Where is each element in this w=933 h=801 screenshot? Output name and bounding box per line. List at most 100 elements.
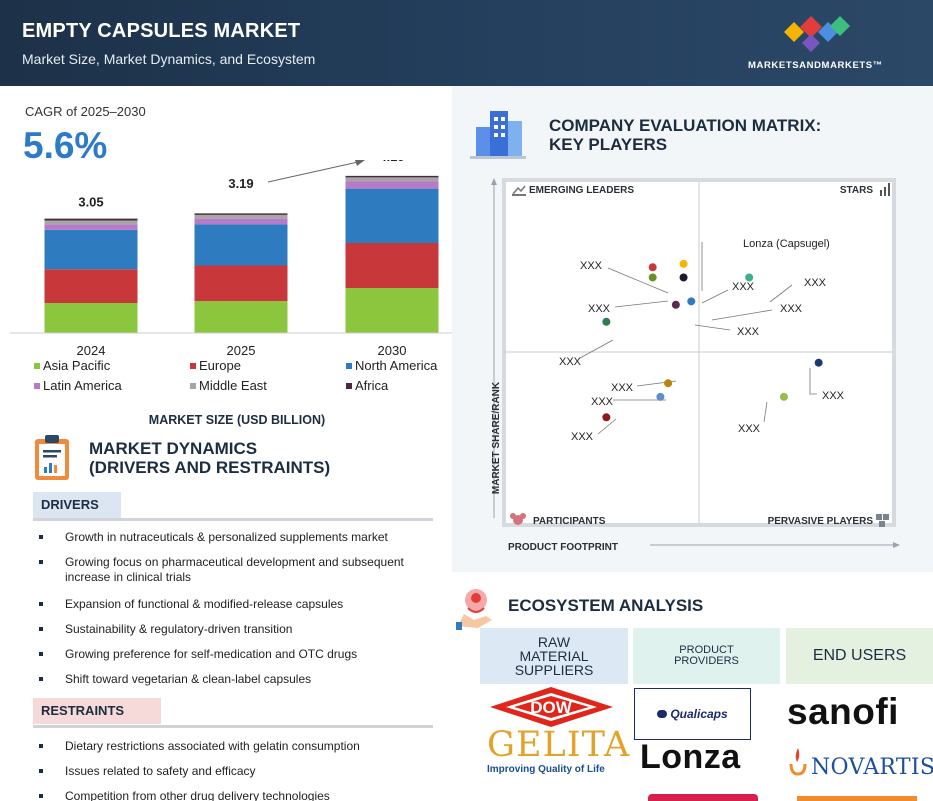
- company-point: [814, 358, 823, 367]
- bar-segment-2030-europe: [345, 243, 439, 288]
- company-leader-line: [597, 418, 617, 435]
- company-label: XXX: [732, 281, 755, 293]
- bar-segment-2024-latin-america: [44, 224, 138, 230]
- company-point: [664, 379, 673, 388]
- matrix-title: COMPANY EVALUATION MATRIX: KEY PLAYERS: [549, 116, 822, 154]
- company-leader-line: [614, 300, 669, 308]
- restraints-divider: [33, 725, 433, 728]
- company-point: [602, 317, 611, 326]
- company-label: XXX: [580, 260, 603, 272]
- dynamics-title: MARKET DYNAMICS (DRIVERS AND RESTRAINTS): [89, 439, 331, 477]
- company-label: XXX: [591, 396, 614, 408]
- y-axis-label: MARKET SHARE/RANK: [491, 381, 502, 494]
- driver-item: Sustainability & regulatory-driven trans…: [38, 622, 438, 637]
- stars-icon: [880, 183, 890, 196]
- bar-segment-2024-africa: [44, 218, 138, 221]
- company-evaluation-matrix: EMERGING LEADERS STARS PARTICIPANTS PERVASI…: [491, 178, 900, 553]
- drivers-tab: DRIVERS: [33, 492, 121, 518]
- company-leader-line: [763, 401, 768, 423]
- qualicaps-logo: Qualicaps: [634, 688, 751, 740]
- bar-segment-2025-asia-pacific: [194, 301, 288, 333]
- company-label: XXX: [737, 326, 760, 338]
- company-leader-line: [607, 267, 669, 294]
- bar-segment-2025-latin-america: [194, 218, 288, 225]
- company-label: Lonza (Capsugel): [743, 238, 830, 250]
- bar-segment-2025-middle-east: [194, 214, 288, 219]
- company-point: [745, 273, 754, 282]
- bar-segment-2024-middle-east: [44, 220, 138, 225]
- bar-segment-2025-europe: [194, 265, 288, 302]
- svg-text:DOW: DOW: [530, 698, 573, 717]
- legend-swatch: [34, 383, 40, 389]
- clipboard-chart-icon: [35, 435, 69, 480]
- legend-label: Europe: [199, 358, 241, 373]
- company-leader-line: [809, 368, 817, 395]
- header-banner: EMPTY CAPSULES MARKET Market Size, Marke…: [0, 0, 933, 86]
- company-point: [648, 273, 657, 282]
- bar-segment-2030-middle-east: [345, 177, 439, 182]
- novartis-logo: NOVARTIS: [811, 755, 933, 780]
- legend-swatch: [190, 363, 196, 369]
- legend-swatch: [346, 363, 352, 369]
- brand-name: MARKETSANDMARKETS™: [748, 60, 883, 71]
- x-tick-label: 2024: [77, 343, 106, 358]
- restraint-item: Issues related to safety and efficacy: [38, 764, 438, 779]
- gelita-logo: GELITA: [487, 725, 631, 765]
- product-providers-header: PRODUCT PROVIDERS: [633, 628, 780, 684]
- novartis-flame-icon: [789, 748, 807, 776]
- cut-off-logo-orange: [797, 796, 917, 801]
- company-label: XXX: [780, 303, 803, 315]
- office-buildings-icon: [470, 111, 526, 159]
- raw-material-suppliers-header: RAW MATERIAL SUPPLIERS: [480, 628, 628, 684]
- legend-label: North America: [355, 358, 438, 373]
- company-leader-line: [711, 309, 773, 321]
- quadrant-pervasive-players: PERVASIVE PLAYERS: [768, 516, 874, 527]
- bar-segment-2024-asia-pacific: [44, 303, 138, 333]
- company-point: [648, 263, 657, 272]
- legend-label: Asia Pacific: [43, 358, 111, 373]
- legend-label: Latin America: [43, 378, 123, 393]
- emerging-leaders-icon: [512, 185, 526, 196]
- bar-segment-2030-north-america: [345, 188, 439, 243]
- x-tick-label: 2025: [227, 343, 256, 358]
- market-size-chart: 2024 3.05 2025 3.19 2030 4.19 Asia Pacific Euro…: [10, 160, 468, 427]
- lonza-logo: Lonza: [640, 738, 741, 776]
- chart-title: MARKET SIZE (USD BILLION): [149, 413, 325, 427]
- legend-swatch: [190, 383, 196, 389]
- total-value-label: 3.05: [78, 195, 103, 210]
- total-value-label: 3.19: [228, 176, 253, 191]
- x-axis-label: PRODUCT FOOTPRINT: [508, 542, 618, 553]
- drivers-divider: [33, 518, 433, 521]
- company-point: [602, 413, 611, 422]
- brand-logo-icon: [784, 16, 850, 52]
- company-label: XXX: [822, 390, 845, 402]
- end-users-header: END USERS: [786, 628, 933, 684]
- gelita-tagline: Improving Quality of Life: [487, 764, 605, 775]
- company-point: [779, 392, 788, 401]
- restraint-item: Competition from other drug delivery tec…: [38, 789, 438, 801]
- legend-swatch: [34, 363, 40, 369]
- bar-segment-2025-north-america: [194, 224, 288, 266]
- restraint-item: Dietary restrictions associated with gel…: [38, 739, 438, 754]
- cagr-label: CAGR of 2025–2030: [25, 104, 146, 119]
- company-label: XXX: [559, 356, 582, 368]
- driver-item: Growing focus on pharmaceutical developm…: [38, 555, 438, 585]
- bar-segment-2024-europe: [44, 269, 138, 303]
- bar-segment-2030-asia-pacific: [345, 288, 439, 333]
- pervasive-players-icon: [876, 514, 889, 527]
- bar-segment-2030-latin-america: [345, 181, 439, 189]
- company-leader-line: [579, 339, 614, 359]
- driver-item: Shift toward vegetarian & clean-label ca…: [38, 672, 438, 687]
- quadrant-emerging-leaders: EMERGING LEADERS: [529, 185, 634, 196]
- driver-item: Growth in nutraceuticals & personalized …: [38, 530, 438, 545]
- legend-label: Africa: [355, 378, 389, 393]
- company-leader-line: [769, 284, 793, 303]
- bar-segment-2024-north-america: [44, 229, 138, 270]
- quadrant-participants: PARTICIPANTS: [533, 516, 606, 527]
- ecosystem-hand-icon: [456, 589, 492, 630]
- company-point: [656, 392, 665, 401]
- company-point: [679, 259, 688, 268]
- quadrant-stars: STARS: [840, 185, 873, 196]
- sanofi-logo: sanofi: [787, 691, 899, 732]
- page-subtitle: Market Size, Market Dynamics, and Ecosys…: [22, 51, 316, 67]
